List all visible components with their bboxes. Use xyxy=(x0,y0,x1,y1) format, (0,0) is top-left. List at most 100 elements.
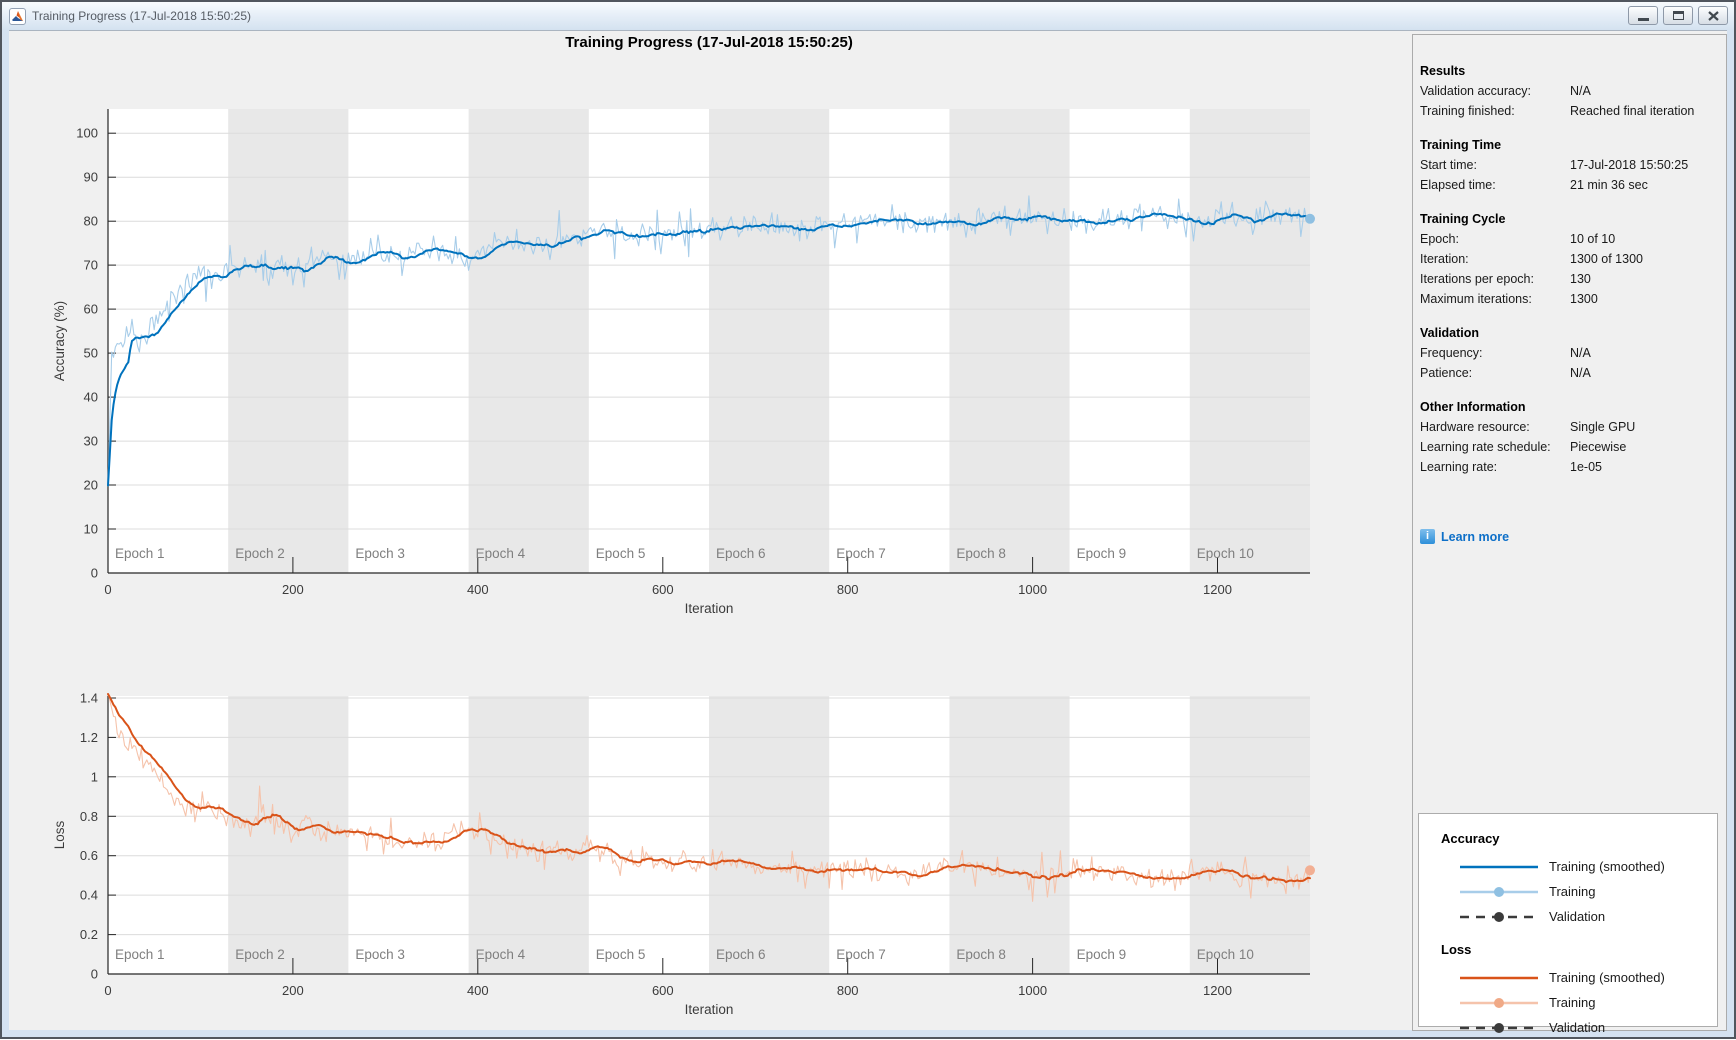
x-tick-label: 200 xyxy=(282,983,304,998)
legend-item-label: Training (smoothed) xyxy=(1549,859,1665,874)
x-tick-label: 600 xyxy=(652,582,674,597)
learn-more-label: Learn more xyxy=(1441,530,1509,544)
epoch-label: Epoch 5 xyxy=(596,546,646,561)
y-tick-label: 70 xyxy=(84,258,98,273)
info-label: Hardware resource: xyxy=(1420,420,1530,434)
y-tick-label: 30 xyxy=(84,434,98,449)
info-icon: i xyxy=(1420,529,1435,544)
epoch-label: Epoch 2 xyxy=(235,546,285,561)
close-button[interactable] xyxy=(1698,6,1728,25)
info-row: Epoch:10 of 10 xyxy=(1420,229,1719,249)
section-header: Other Information xyxy=(1420,397,1719,417)
y-tick-label: 0 xyxy=(91,967,98,982)
minimize-button[interactable] xyxy=(1628,6,1658,25)
final-point-marker xyxy=(1305,865,1315,875)
legend-line-sample xyxy=(1459,996,1539,1010)
epoch-label: Epoch 7 xyxy=(836,546,886,561)
epoch-band xyxy=(709,109,829,573)
section-header: Training Cycle xyxy=(1420,209,1719,229)
epoch-label: Epoch 8 xyxy=(956,546,1006,561)
legend-item: Training (smoothed) xyxy=(1441,965,1717,990)
y-tick-label: 100 xyxy=(76,126,98,141)
info-value: N/A xyxy=(1570,363,1591,383)
info-label: Iterations per epoch: xyxy=(1420,272,1534,286)
figure-client-area: Training Progress (17-Jul-2018 15:50:25)… xyxy=(9,30,1727,1030)
info-value: 130 xyxy=(1570,269,1591,289)
legend-item-label: Validation xyxy=(1549,1020,1605,1035)
epoch-label: Epoch 3 xyxy=(355,947,405,962)
info-value: 1300 xyxy=(1570,289,1598,309)
legend-line-sample xyxy=(1459,910,1539,924)
x-tick-label: 800 xyxy=(837,983,859,998)
info-row: Maximum iterations:1300 xyxy=(1420,289,1719,309)
info-row: Hardware resource:Single GPU xyxy=(1420,417,1719,437)
x-tick-label: 400 xyxy=(467,983,489,998)
x-tick-label: 1200 xyxy=(1203,983,1232,998)
legend-item: Training xyxy=(1441,879,1717,904)
info-value: 21 min 36 sec xyxy=(1570,175,1648,195)
legend-item-label: Training xyxy=(1549,995,1595,1010)
legend-item-label: Training xyxy=(1549,884,1595,899)
close-icon xyxy=(1708,11,1719,21)
epoch-band xyxy=(228,109,348,573)
legend-item-label: Training (smoothed) xyxy=(1549,970,1665,985)
x-axis-label: Iteration xyxy=(685,601,734,616)
y-tick-label: 80 xyxy=(84,214,98,229)
epoch-label: Epoch 4 xyxy=(476,947,526,962)
info-label: Patience: xyxy=(1420,366,1472,380)
y-tick-label: 0.6 xyxy=(80,848,98,863)
x-tick-label: 1200 xyxy=(1203,582,1232,597)
maximize-icon xyxy=(1673,11,1684,20)
x-tick-label: 0 xyxy=(104,582,111,597)
epoch-label: Epoch 2 xyxy=(235,947,285,962)
info-row: Iteration:1300 of 1300 xyxy=(1420,249,1719,269)
y-tick-label: 0.2 xyxy=(80,927,98,942)
epoch-label: Epoch 10 xyxy=(1197,947,1254,962)
info-label: Epoch: xyxy=(1420,232,1459,246)
x-tick-label: 1000 xyxy=(1018,582,1047,597)
x-tick-label: 800 xyxy=(837,582,859,597)
epoch-label: Epoch 6 xyxy=(716,947,766,962)
legend-item: Training (smoothed) xyxy=(1441,854,1717,879)
info-row: Elapsed time:21 min 36 sec xyxy=(1420,175,1719,195)
titlebar[interactable]: Training Progress (17-Jul-2018 15:50:25) xyxy=(2,2,1734,30)
y-tick-label: 1 xyxy=(91,769,98,784)
epoch-band xyxy=(469,109,589,573)
y-tick-label: 10 xyxy=(84,522,98,537)
window-title: Training Progress (17-Jul-2018 15:50:25) xyxy=(32,9,251,23)
epoch-label: Epoch 5 xyxy=(596,947,646,962)
y-axis-label: Loss xyxy=(52,820,67,849)
epoch-label: Epoch 9 xyxy=(1077,546,1127,561)
info-label: Validation accuracy: xyxy=(1420,84,1531,98)
x-tick-label: 0 xyxy=(104,983,111,998)
info-value: N/A xyxy=(1570,343,1591,363)
epoch-label: Epoch 3 xyxy=(355,546,405,561)
epoch-label: Epoch 1 xyxy=(115,947,165,962)
epoch-label: Epoch 8 xyxy=(956,947,1006,962)
info-label: Learning rate schedule: xyxy=(1420,440,1551,454)
window-controls xyxy=(1628,6,1728,25)
y-tick-label: 50 xyxy=(84,346,98,361)
y-tick-label: 40 xyxy=(84,390,98,405)
learn-more-link[interactable]: i Learn more xyxy=(1420,529,1509,544)
x-tick-label: 400 xyxy=(467,582,489,597)
info-row: Patience: N/A xyxy=(1420,363,1719,383)
matlab-icon xyxy=(9,8,26,25)
legend-line-sample xyxy=(1459,1021,1539,1035)
epoch-label: Epoch 4 xyxy=(476,546,526,561)
y-tick-label: 0.8 xyxy=(80,809,98,824)
info-value: Piecewise xyxy=(1570,437,1626,457)
info-label: Frequency: xyxy=(1420,346,1483,360)
maximize-button[interactable] xyxy=(1663,6,1693,25)
epoch-label: Epoch 10 xyxy=(1197,546,1254,561)
epoch-band xyxy=(949,109,1069,573)
